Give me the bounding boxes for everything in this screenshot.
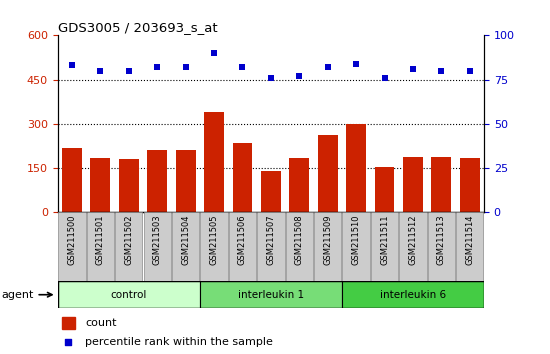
Text: GSM211501: GSM211501 [96,215,105,265]
Text: control: control [111,290,147,300]
Text: GDS3005 / 203693_s_at: GDS3005 / 203693_s_at [58,21,217,34]
Bar [115,212,142,281]
Bar [147,149,167,212]
Bar [318,135,338,212]
Bar [175,149,196,212]
Point [182,64,190,70]
Text: GSM211509: GSM211509 [323,215,332,265]
Point [295,73,304,79]
Bar [375,167,394,212]
Point [352,61,361,67]
Point [68,63,76,68]
Point [323,64,332,70]
Text: GSM211502: GSM211502 [124,215,133,265]
Bar [90,158,111,212]
Point [266,75,275,81]
Text: GSM211506: GSM211506 [238,215,247,265]
Text: interleukin 1: interleukin 1 [238,290,304,300]
Bar [285,212,313,281]
Text: GSM211512: GSM211512 [409,215,417,265]
Point [409,66,417,72]
Bar [261,171,281,212]
Point [153,64,162,70]
Bar [431,157,452,212]
Point [380,75,389,81]
Bar [343,212,370,281]
Text: GSM211510: GSM211510 [351,215,361,265]
Text: count: count [85,318,117,328]
Bar [289,159,309,212]
Bar [456,212,483,281]
Bar [371,212,398,281]
Bar [428,212,455,281]
Point [238,64,247,70]
Bar [342,281,484,308]
Text: GSM211511: GSM211511 [380,215,389,265]
Bar [314,212,342,281]
Bar [200,212,228,281]
Point [124,68,133,74]
Point [465,68,474,74]
Text: GSM211503: GSM211503 [153,215,162,265]
Bar [233,143,252,212]
Bar [257,212,284,281]
Text: GSM211505: GSM211505 [210,215,218,265]
Bar [460,158,480,212]
Bar [119,159,139,212]
Text: agent: agent [1,290,52,300]
Point [210,50,218,56]
Text: percentile rank within the sample: percentile rank within the sample [85,337,273,347]
Bar [229,212,256,281]
Bar [204,112,224,212]
Bar [200,281,342,308]
Bar [87,212,114,281]
Bar [58,212,86,281]
Text: interleukin 6: interleukin 6 [380,290,446,300]
Bar [403,157,423,212]
Text: GSM211507: GSM211507 [266,215,276,265]
Point [437,68,446,74]
Point [64,339,73,345]
Bar [62,316,75,329]
Text: GSM211514: GSM211514 [465,215,474,265]
Bar [399,212,427,281]
Bar [144,212,171,281]
Bar [346,124,366,212]
Text: GSM211513: GSM211513 [437,215,446,265]
Bar [62,148,82,212]
Text: GSM211508: GSM211508 [295,215,304,265]
Text: GSM211500: GSM211500 [68,215,76,265]
Text: GSM211504: GSM211504 [181,215,190,265]
Bar [58,281,200,308]
Bar [172,212,199,281]
Point [96,68,104,74]
